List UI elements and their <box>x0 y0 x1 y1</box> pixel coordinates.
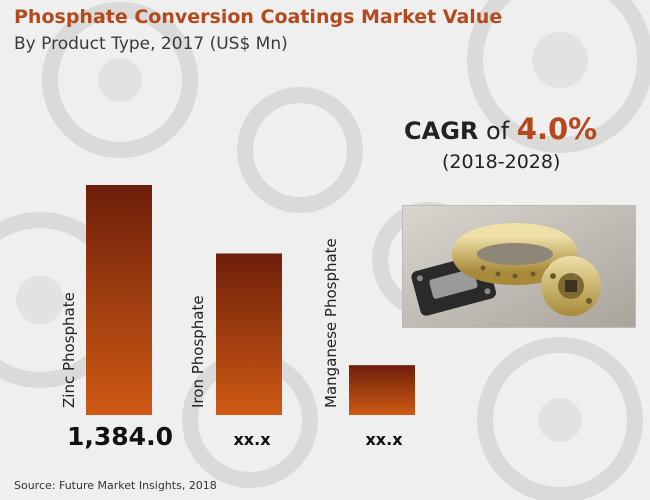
category-label-manganese-phosphate: Manganese Phosphate <box>322 238 340 408</box>
bar-zinc-phosphate <box>86 185 152 415</box>
bar-iron-phosphate <box>216 253 282 415</box>
source-note: Source: Future Market Insights, 2018 <box>14 479 217 492</box>
value-label-zinc-phosphate: 1,384.0 <box>67 422 173 451</box>
category-labels-group: Zinc Phosphate Iron Phosphate Manganese Ph… <box>60 238 340 408</box>
category-label-zinc-phosphate: Zinc Phosphate <box>60 292 78 408</box>
value-label-iron-phosphate: xx.x <box>233 430 271 449</box>
value-label-manganese-phosphate: xx.x <box>365 430 403 449</box>
chart-subtitle: By Product Type, 2017 (US$ Mn) <box>14 34 288 54</box>
cagr-of: of <box>486 117 510 145</box>
cagr-label: CAGR <box>404 117 479 145</box>
category-label-iron-phosphate: Iron Phosphate <box>189 295 207 408</box>
coated-parts-illustration <box>403 206 635 327</box>
bars-group <box>86 185 415 415</box>
cagr-callout: CAGR of 4.0% <box>404 112 597 146</box>
cagr-value: 4.0% <box>516 112 598 146</box>
cagr-period: (2018-2028) <box>442 151 561 173</box>
chart-title: Phosphate Conversion Coatings Market Val… <box>14 6 503 28</box>
coated-parts-photo <box>402 205 636 328</box>
value-labels-group: 1,384.0 xx.x xx.x <box>67 422 403 451</box>
bar-manganese-phosphate <box>349 365 415 415</box>
